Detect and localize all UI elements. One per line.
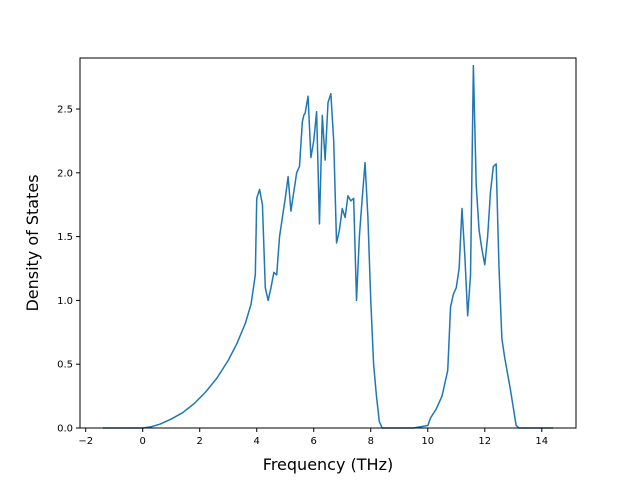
y-axis-ticks: 0.0 0.5 1.0 1.5 2.0 2.5 xyxy=(57,105,80,435)
plot-area xyxy=(102,64,554,429)
y-axis-label: Density of States xyxy=(23,174,42,311)
x-tick-label: 10 xyxy=(421,436,434,447)
y-tick-label: 2.0 xyxy=(57,168,73,179)
x-tick-label: 2 xyxy=(197,436,203,447)
y-tick-label: 0.0 xyxy=(57,424,73,435)
x-tick-label: 12 xyxy=(478,436,491,447)
y-tick-label: 2.5 xyxy=(57,105,73,116)
axes-frame xyxy=(79,57,577,429)
x-tick-label: 6 xyxy=(311,436,317,447)
x-tick-label: 14 xyxy=(535,436,548,447)
x-axis-ticks: −2 0 2 4 6 8 10 12 14 xyxy=(78,428,548,447)
x-tick-label: 4 xyxy=(254,436,260,447)
x-tick-label: 0 xyxy=(140,436,146,447)
dos-series-line xyxy=(102,64,554,429)
x-axis-label: Frequency (THz) xyxy=(263,455,393,474)
y-tick-label: 1.5 xyxy=(57,232,73,243)
x-tick-label: 8 xyxy=(368,436,374,447)
y-tick-label: 1.0 xyxy=(57,296,73,307)
x-tick-label: −2 xyxy=(78,436,93,447)
y-tick-label: 0.5 xyxy=(57,360,73,371)
